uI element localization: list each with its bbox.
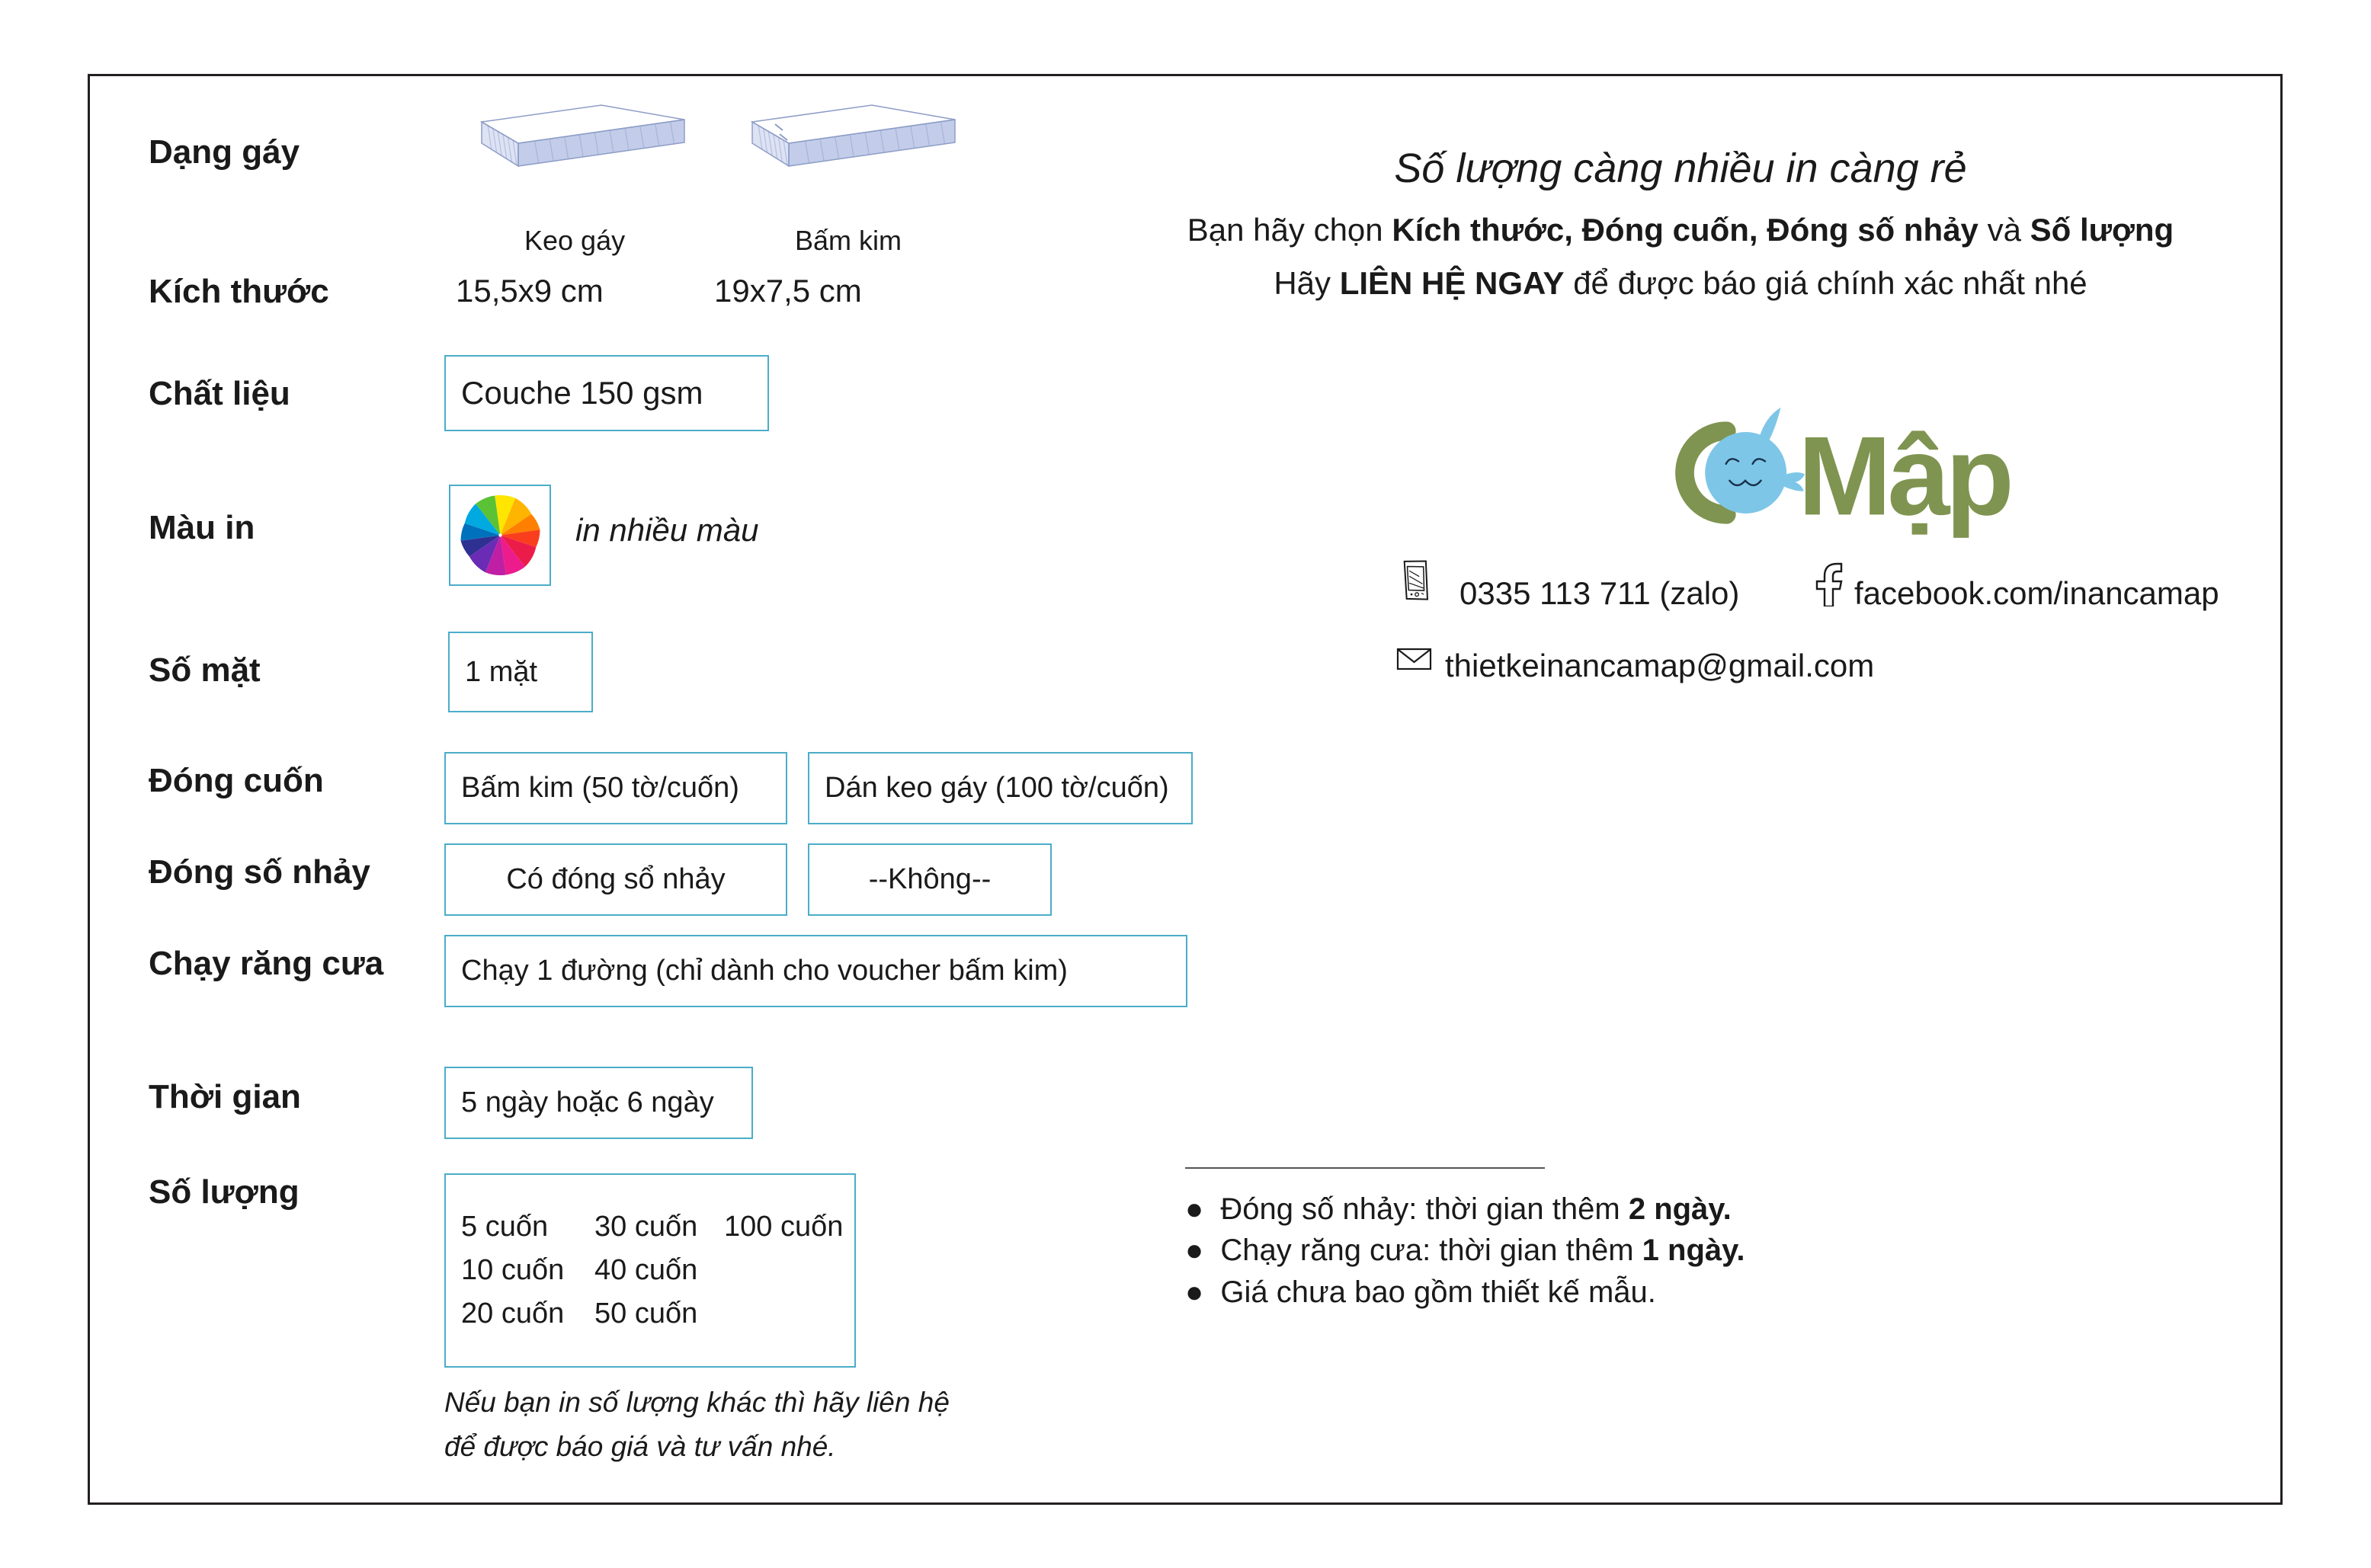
svg-text:Mập: Mập [1798,414,2010,539]
